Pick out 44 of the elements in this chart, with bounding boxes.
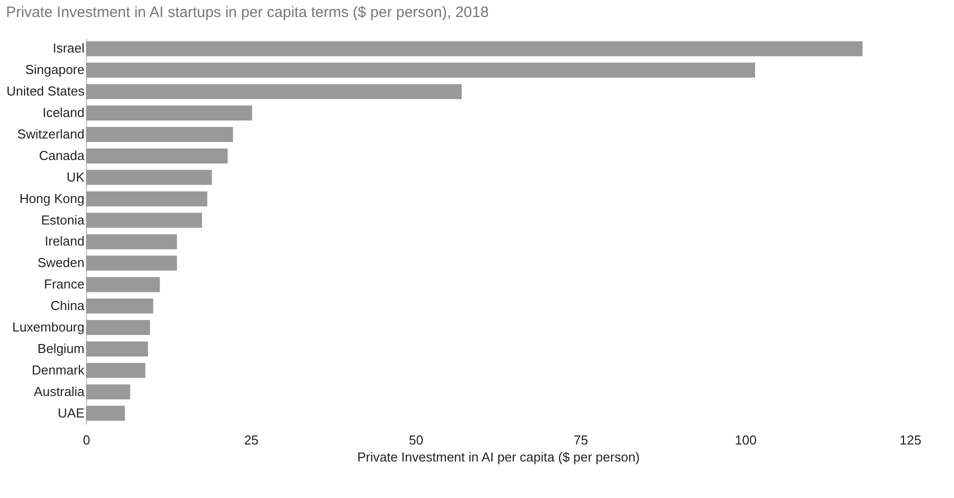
y-tick-label: Singapore bbox=[25, 62, 84, 78]
y-tick-label: Luxembourg bbox=[12, 320, 84, 334]
y-tick-label: France bbox=[44, 276, 84, 292]
y-tick-label: Ireland bbox=[44, 234, 84, 249]
y-tick-label: UAE bbox=[58, 405, 85, 420]
bar bbox=[86, 341, 148, 356]
bar bbox=[86, 256, 177, 271]
y-tick-label: Israel bbox=[52, 40, 85, 56]
bar bbox=[86, 320, 150, 336]
x-tick-label: 25 bbox=[244, 432, 259, 448]
y-tick-label: Iceland bbox=[42, 105, 84, 120]
chart-title: Private Investment in AI startups in per capita terms ($ per person), 2018 bbox=[6, 4, 489, 21]
x-tick-label: 100 bbox=[734, 432, 757, 448]
x-tick-label: 75 bbox=[574, 432, 588, 448]
y-tick-label: United States bbox=[6, 84, 85, 99]
bar bbox=[86, 191, 208, 206]
bar bbox=[86, 84, 462, 100]
y-tick-label: Denmark bbox=[32, 362, 85, 378]
x-tick-label: 125 bbox=[900, 432, 922, 448]
bar bbox=[86, 41, 863, 56]
bar bbox=[86, 62, 756, 78]
x-tick-label: 0 bbox=[82, 432, 90, 448]
y-tick-label: Canada bbox=[38, 148, 86, 163]
bar bbox=[86, 384, 130, 400]
y-tick-label: Belgium bbox=[38, 340, 84, 356]
y-tick-label: Switzerland bbox=[17, 126, 84, 142]
bar bbox=[86, 406, 125, 421]
y-tick-label: UK bbox=[66, 169, 85, 184]
bar bbox=[86, 277, 160, 292]
x-tick-label: 50 bbox=[408, 432, 424, 448]
x-axis-title: Private Investment in AI per capita ($ per person) bbox=[357, 450, 640, 464]
bar bbox=[86, 362, 146, 378]
bar bbox=[86, 126, 233, 142]
y-tick-label: Hong Kong bbox=[19, 190, 84, 206]
bar bbox=[86, 170, 212, 185]
bar bbox=[86, 106, 252, 121]
y-tick-label: Estonia bbox=[41, 212, 86, 228]
bar bbox=[86, 234, 177, 250]
bar bbox=[86, 212, 202, 228]
y-tick-label: China bbox=[50, 298, 86, 314]
y-tick-label: Australia bbox=[34, 384, 86, 399]
bar bbox=[86, 298, 154, 314]
y-tick-label: Sweden bbox=[38, 255, 84, 270]
bar bbox=[86, 148, 228, 164]
